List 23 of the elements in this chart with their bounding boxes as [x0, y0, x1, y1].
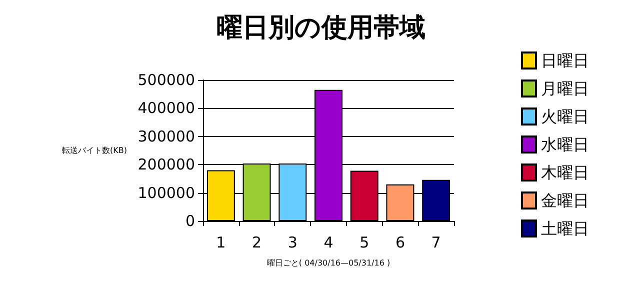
- legend-label: 月曜日: [541, 79, 589, 98]
- x-tick-label: 3: [288, 234, 298, 252]
- legend-label: 金曜日: [541, 191, 589, 210]
- legend-label: 日曜日: [541, 51, 589, 70]
- chart-title: 曜日別の使用帯域: [216, 13, 426, 43]
- x-tick-label: 1: [216, 234, 226, 252]
- legend-label: 水曜日: [541, 135, 589, 154]
- x-tick-label: 6: [395, 234, 405, 252]
- legend-label: 火曜日: [541, 107, 589, 126]
- y-axis-title: 転送バイト数(KB): [62, 146, 127, 155]
- y-tick-label: 300000: [138, 127, 195, 146]
- legend-label: 土曜日: [541, 219, 589, 238]
- x-tick-label: 5: [360, 234, 370, 252]
- x-tick-label: 7: [431, 234, 441, 252]
- x-axis-title: 曜日ごと( 04/30/16—05/31/16 ): [266, 258, 390, 268]
- x-tick-label: 4: [324, 234, 334, 252]
- y-tick-label: 100000: [138, 184, 195, 202]
- y-tick-label: 400000: [138, 99, 195, 118]
- y-tick-label: 0: [185, 212, 195, 230]
- legend-label: 木曜日: [541, 163, 589, 182]
- x-tick-label: 2: [252, 234, 262, 252]
- y-tick-label: 500000: [138, 71, 195, 89]
- y-tick-label: 200000: [138, 156, 195, 174]
